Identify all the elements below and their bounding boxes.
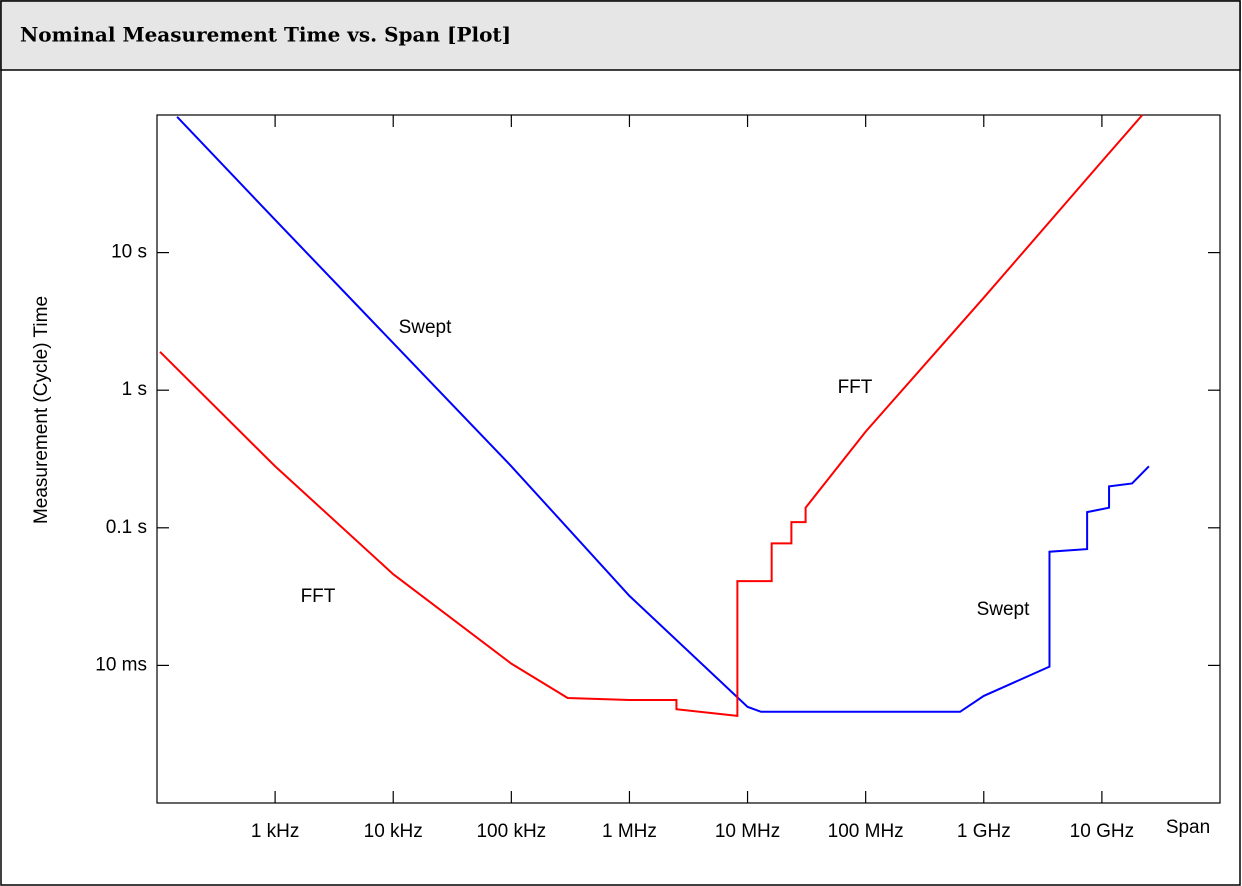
x-tick-label: 1 kHz — [251, 821, 300, 842]
x-tick-label: 100 kHz — [476, 821, 546, 842]
y-tick-label: 0.1 s — [106, 517, 147, 538]
annotation: Swept — [399, 317, 453, 338]
y-tick-label: 10 ms — [95, 654, 147, 675]
y-tick-label: 1 s — [122, 379, 147, 400]
header — [0, 0, 1241, 71]
x-tick-label: 10 GHz — [1070, 821, 1134, 842]
y-axis-label: Measurement (Cycle) Time — [31, 296, 52, 524]
plot-area — [156, 114, 1221, 804]
line-series — [159, 114, 1144, 717]
y-tick-label: 10 s — [111, 242, 147, 263]
line-series — [176, 116, 1150, 713]
annotation: Swept — [977, 599, 1031, 620]
annotation: FFT — [301, 586, 336, 607]
chart-title: Nominal Measurement Time vs. Span [Plot] — [20, 23, 511, 47]
annotation: FFT — [838, 377, 873, 398]
x-tick-label: 1 GHz — [957, 821, 1011, 842]
x-axis-label: Span — [1166, 817, 1210, 838]
x-tick-label: 1 MHz — [602, 821, 657, 842]
x-tick-label: 100 MHz — [828, 821, 904, 842]
x-tick-label: 10 MHz — [715, 821, 780, 842]
x-tick-label: 10 kHz — [364, 821, 423, 842]
